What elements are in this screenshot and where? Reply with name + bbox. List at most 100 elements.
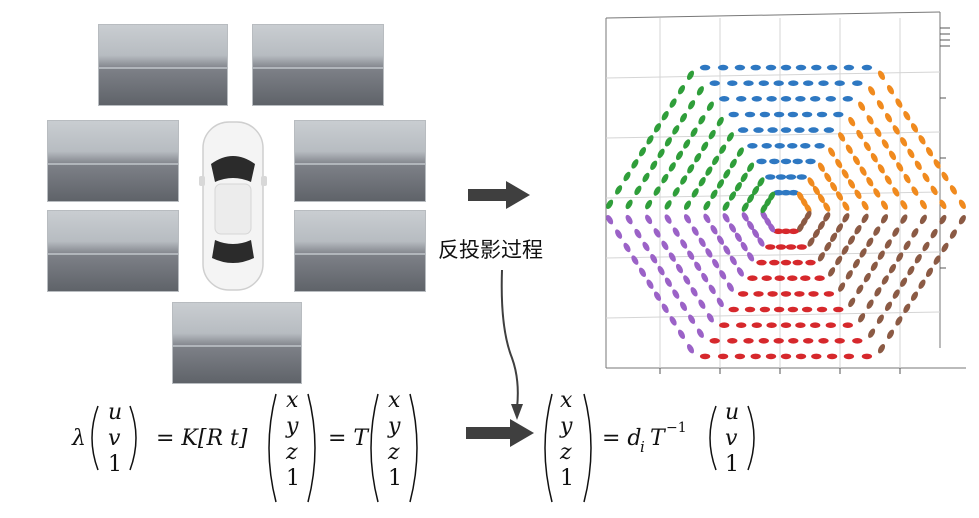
point-2-9-1 bbox=[949, 229, 957, 239]
point-1-9-2 bbox=[895, 98, 903, 108]
point-0-8-7 bbox=[818, 80, 829, 86]
point-4-9-0 bbox=[686, 343, 695, 354]
point-4-6-1 bbox=[708, 284, 716, 295]
point-1-2-1 bbox=[812, 185, 820, 196]
point-0-9-10 bbox=[861, 64, 873, 71]
point-4-3-3 bbox=[728, 223, 737, 233]
point-4-8-8 bbox=[634, 228, 642, 239]
point-3-4-5 bbox=[747, 275, 758, 281]
point-3-2-1 bbox=[785, 244, 797, 250]
point-4-4-2 bbox=[723, 245, 731, 255]
point-4-7-4 bbox=[675, 263, 684, 274]
sub-i: i bbox=[640, 438, 645, 456]
point-2-5-2 bbox=[866, 237, 874, 248]
point-0-4-4 bbox=[800, 143, 811, 149]
point-4-2-3 bbox=[741, 212, 749, 222]
camera-view-right-front bbox=[294, 120, 426, 202]
point-0-8-2 bbox=[743, 80, 754, 86]
point-0-9-3 bbox=[750, 64, 761, 71]
point-5-7-3 bbox=[668, 162, 676, 172]
point-3-6-6 bbox=[744, 306, 756, 313]
point-1-9-5 bbox=[918, 135, 926, 145]
point-1-4-1 bbox=[835, 158, 843, 169]
projection-formula: λ u v 1 = K[R t] x y z 1 = T x y z 1 bbox=[72, 388, 462, 508]
point-0-2-3 bbox=[796, 174, 807, 180]
point-2-9-0 bbox=[958, 214, 966, 225]
point-4-9-5 bbox=[646, 279, 654, 289]
rvec-one: 1 bbox=[560, 466, 574, 491]
point-5-3-0 bbox=[722, 201, 730, 211]
point-0-5-0 bbox=[737, 127, 749, 133]
point-0-7-5 bbox=[795, 96, 806, 102]
rvec-u: u bbox=[725, 400, 740, 425]
point-3-9-1 bbox=[843, 353, 855, 360]
point-3-8-5 bbox=[773, 337, 784, 344]
point-2-9-6 bbox=[910, 291, 919, 301]
point-2-7-6 bbox=[874, 287, 882, 297]
point-4-5-0 bbox=[726, 282, 734, 292]
t-symbol: T bbox=[650, 426, 665, 451]
point-2-3-3 bbox=[824, 241, 832, 252]
point-3-8-1 bbox=[834, 337, 845, 344]
point-2-9-2 bbox=[941, 242, 949, 253]
point-5-5-5 bbox=[719, 144, 727, 154]
point-3-6-2 bbox=[801, 306, 813, 313]
point-2-8-4 bbox=[907, 265, 915, 276]
point-3-6-5 bbox=[759, 306, 771, 313]
point-5-5-0 bbox=[683, 200, 692, 210]
point-4-4-0 bbox=[736, 267, 744, 277]
point-1-4-5 bbox=[861, 200, 869, 211]
point-1-7-7 bbox=[911, 186, 919, 196]
point-0-9-2 bbox=[734, 64, 746, 71]
point-0-8-3 bbox=[758, 80, 769, 86]
point-3-9-7 bbox=[750, 353, 761, 360]
vec-one: 1 bbox=[108, 452, 122, 477]
point-4-5-4 bbox=[698, 237, 706, 248]
point-0-8-4 bbox=[773, 80, 784, 86]
point-5-4-4 bbox=[729, 158, 737, 169]
vec-z: z bbox=[286, 440, 298, 465]
point-2-3-4 bbox=[817, 252, 825, 262]
point-1-6-1 bbox=[856, 129, 864, 140]
point-4-6-2 bbox=[701, 272, 709, 283]
point-0-7-6 bbox=[810, 96, 821, 102]
point-5-6-3 bbox=[687, 164, 695, 174]
point-2-6-5 bbox=[863, 272, 871, 283]
point-1-6-2 bbox=[863, 141, 871, 152]
point-1-6-0 bbox=[848, 116, 856, 127]
point-2-4-2 bbox=[847, 235, 856, 245]
point-0-3-0 bbox=[756, 158, 767, 165]
rvec-z: z bbox=[560, 440, 572, 465]
point-3-9-0 bbox=[861, 353, 873, 360]
point-3-7-0 bbox=[842, 322, 853, 328]
point-5-6-5 bbox=[701, 141, 709, 152]
eq-krt: = K[R t] bbox=[156, 426, 248, 451]
point-4-8-2 bbox=[679, 301, 688, 312]
point-4-2-0 bbox=[757, 237, 765, 247]
eq-d: = d bbox=[602, 426, 642, 451]
point-2-4-0 bbox=[861, 213, 869, 224]
point-0-6-4 bbox=[787, 111, 799, 118]
point-0-6-0 bbox=[728, 111, 739, 118]
point-0-5-4 bbox=[794, 127, 805, 133]
point-1-2-3 bbox=[823, 202, 831, 212]
point-5-5-3 bbox=[705, 166, 713, 176]
point-0-4-3 bbox=[787, 143, 798, 149]
point-1-8-6 bbox=[914, 160, 922, 171]
point-2-2-2 bbox=[812, 228, 820, 239]
point-1-9-7 bbox=[933, 159, 941, 169]
point-5-3-1 bbox=[728, 191, 737, 201]
point-3-8-8 bbox=[727, 337, 738, 344]
point-5-8-7 bbox=[679, 112, 688, 123]
point-1-2-0 bbox=[807, 177, 815, 187]
point-1-6-7 bbox=[900, 200, 908, 210]
arrow-right-icon bbox=[468, 181, 530, 209]
point-1-7-5 bbox=[896, 162, 904, 172]
point-0-2-2 bbox=[785, 174, 797, 180]
point-2-7-7 bbox=[866, 299, 874, 309]
point-0-3-1 bbox=[769, 158, 780, 165]
point-2-9-10 bbox=[877, 343, 886, 354]
point-2-8-8 bbox=[876, 314, 884, 324]
point-1-3-3 bbox=[835, 191, 844, 201]
point-1-9-1 bbox=[886, 84, 895, 95]
